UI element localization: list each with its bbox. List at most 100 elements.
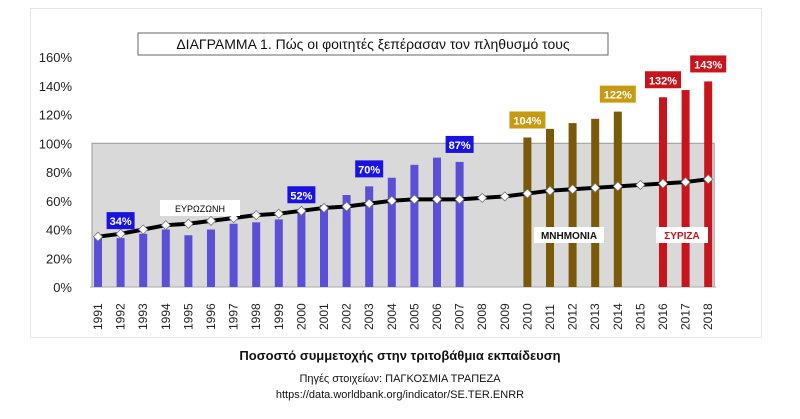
bar-1995 [184, 235, 193, 287]
bar-1997 [229, 223, 238, 287]
bar-2016 [659, 97, 667, 287]
data-label: 104% [513, 116, 541, 128]
data-label: 52% [290, 190, 312, 202]
eurozone-line [97, 177, 709, 239]
x-tick-label: 1994 [159, 303, 173, 330]
x-tick-label: 2012 [566, 303, 580, 330]
bar-1991 [94, 236, 102, 287]
y-tick-label: 120% [39, 108, 73, 123]
x-tick-label: 2018 [701, 303, 715, 330]
eurozone-point [341, 201, 352, 212]
bar-1994 [161, 229, 170, 287]
y-tick-label: 60% [46, 194, 72, 209]
data-label: 143% [694, 59, 722, 71]
bar-2011 [546, 128, 554, 287]
bar-2007 [455, 161, 464, 287]
bar-2006 [433, 157, 441, 287]
x-tick-label: 1993 [136, 303, 150, 330]
eurozone-point [431, 194, 443, 205]
x-tick-label: 2001 [317, 303, 331, 330]
eurozone-point [454, 194, 465, 205]
eurozone-point [477, 192, 488, 203]
data-label-box [355, 160, 384, 178]
data-label: 87% [449, 140, 471, 152]
eurozone-point [544, 185, 556, 196]
x-tick-label: 2011 [543, 304, 557, 330]
syriza-label: ΣΥΡΙΖΑ [664, 231, 699, 242]
y-tick-label: 140% [39, 79, 73, 94]
y-tick-label: 40% [46, 223, 72, 238]
x-tick-label: 2017 [679, 303, 693, 330]
bar-2013 [591, 118, 600, 287]
memoranda-label: ΜΝΗΜΟΝΙΑ [541, 231, 597, 242]
eurozone-point [318, 202, 330, 214]
bar-1992 [116, 238, 125, 287]
data-label-box [445, 135, 474, 153]
y-tick-label: 20% [46, 251, 72, 266]
data-label: 34% [110, 216, 132, 228]
title-box [137, 32, 609, 56]
eurozone-point [183, 218, 194, 229]
eurozone-point [364, 198, 375, 209]
data-label-box [599, 85, 636, 103]
eurozone-point [657, 178, 669, 189]
x-tick-label: 1995 [181, 303, 195, 330]
eurozone-label: ΕΥΡΩΖΩΝΗ [175, 204, 225, 214]
eurozone-point [138, 224, 149, 235]
eurozone-point [92, 231, 104, 242]
eurozone-point [296, 205, 307, 216]
bar-1993 [139, 233, 148, 287]
data-label-box [690, 55, 727, 73]
x-tick-label: 1999 [272, 303, 286, 330]
source-url: https://data.worldbank.org/indicator/SE.… [275, 389, 525, 401]
eurozone-point [590, 182, 601, 193]
bar-2005 [410, 164, 419, 287]
x-tick-label: 2004 [385, 303, 399, 330]
bar-2003 [365, 186, 374, 287]
x-tick-label: 1992 [114, 303, 128, 330]
x-tick-label: 2008 [475, 303, 489, 330]
x-tick-label: 2013 [588, 303, 602, 330]
y-tick-label: 80% [46, 165, 72, 180]
x-tick-label: 2010 [520, 303, 534, 330]
bar-2017 [681, 90, 690, 287]
x-tick-label: 1991 [91, 303, 105, 330]
eurozone-point [635, 179, 646, 191]
bar-1998 [252, 222, 261, 287]
data-label-box [509, 111, 546, 129]
data-label-box [645, 71, 681, 89]
x-tick-label: 2005 [407, 303, 421, 330]
x-tick-label: 2009 [498, 303, 512, 330]
data-label-box [106, 212, 135, 230]
x-tick-label: 2002 [340, 303, 354, 330]
bar-2012 [568, 123, 577, 287]
x-tick-label: 1996 [204, 303, 218, 330]
eurozone-point [703, 174, 714, 185]
x-axis-title: Ποσοστό συμμετοχής στην τριτοβάθμια εκπα… [239, 348, 561, 363]
eurozone-point [499, 191, 510, 202]
eurozone-point [160, 220, 171, 231]
x-tick-label: 2003 [362, 303, 376, 330]
data-label-box [287, 186, 316, 204]
bar-1999 [274, 219, 283, 287]
bar-2004 [387, 177, 396, 287]
x-tick-label: 2006 [430, 303, 444, 330]
eurozone-point [612, 181, 623, 192]
x-tick-label: 2015 [633, 303, 647, 330]
x-tick-label: 1998 [249, 303, 263, 330]
bar-2001 [320, 205, 328, 287]
eurozone-point [409, 194, 420, 205]
syriza-label-box [656, 227, 708, 243]
eurozone-label-box [160, 200, 240, 216]
eurozone-point [386, 195, 397, 206]
y-tick-label: 100% [39, 136, 73, 151]
chart: 0% 20% 40% 60% 80% 100% 120% 140% 160% 1991 1992 19… [39, 32, 727, 330]
eurozone-point [522, 188, 533, 199]
bar-2014 [613, 111, 622, 287]
eurozone-point [115, 228, 126, 239]
eurozone-point [205, 215, 217, 226]
memoranda-label-box [534, 227, 604, 243]
x-tick-label: 1997 [227, 303, 241, 330]
eurozone-point [567, 184, 578, 195]
x-tick-label: 2016 [656, 303, 670, 330]
